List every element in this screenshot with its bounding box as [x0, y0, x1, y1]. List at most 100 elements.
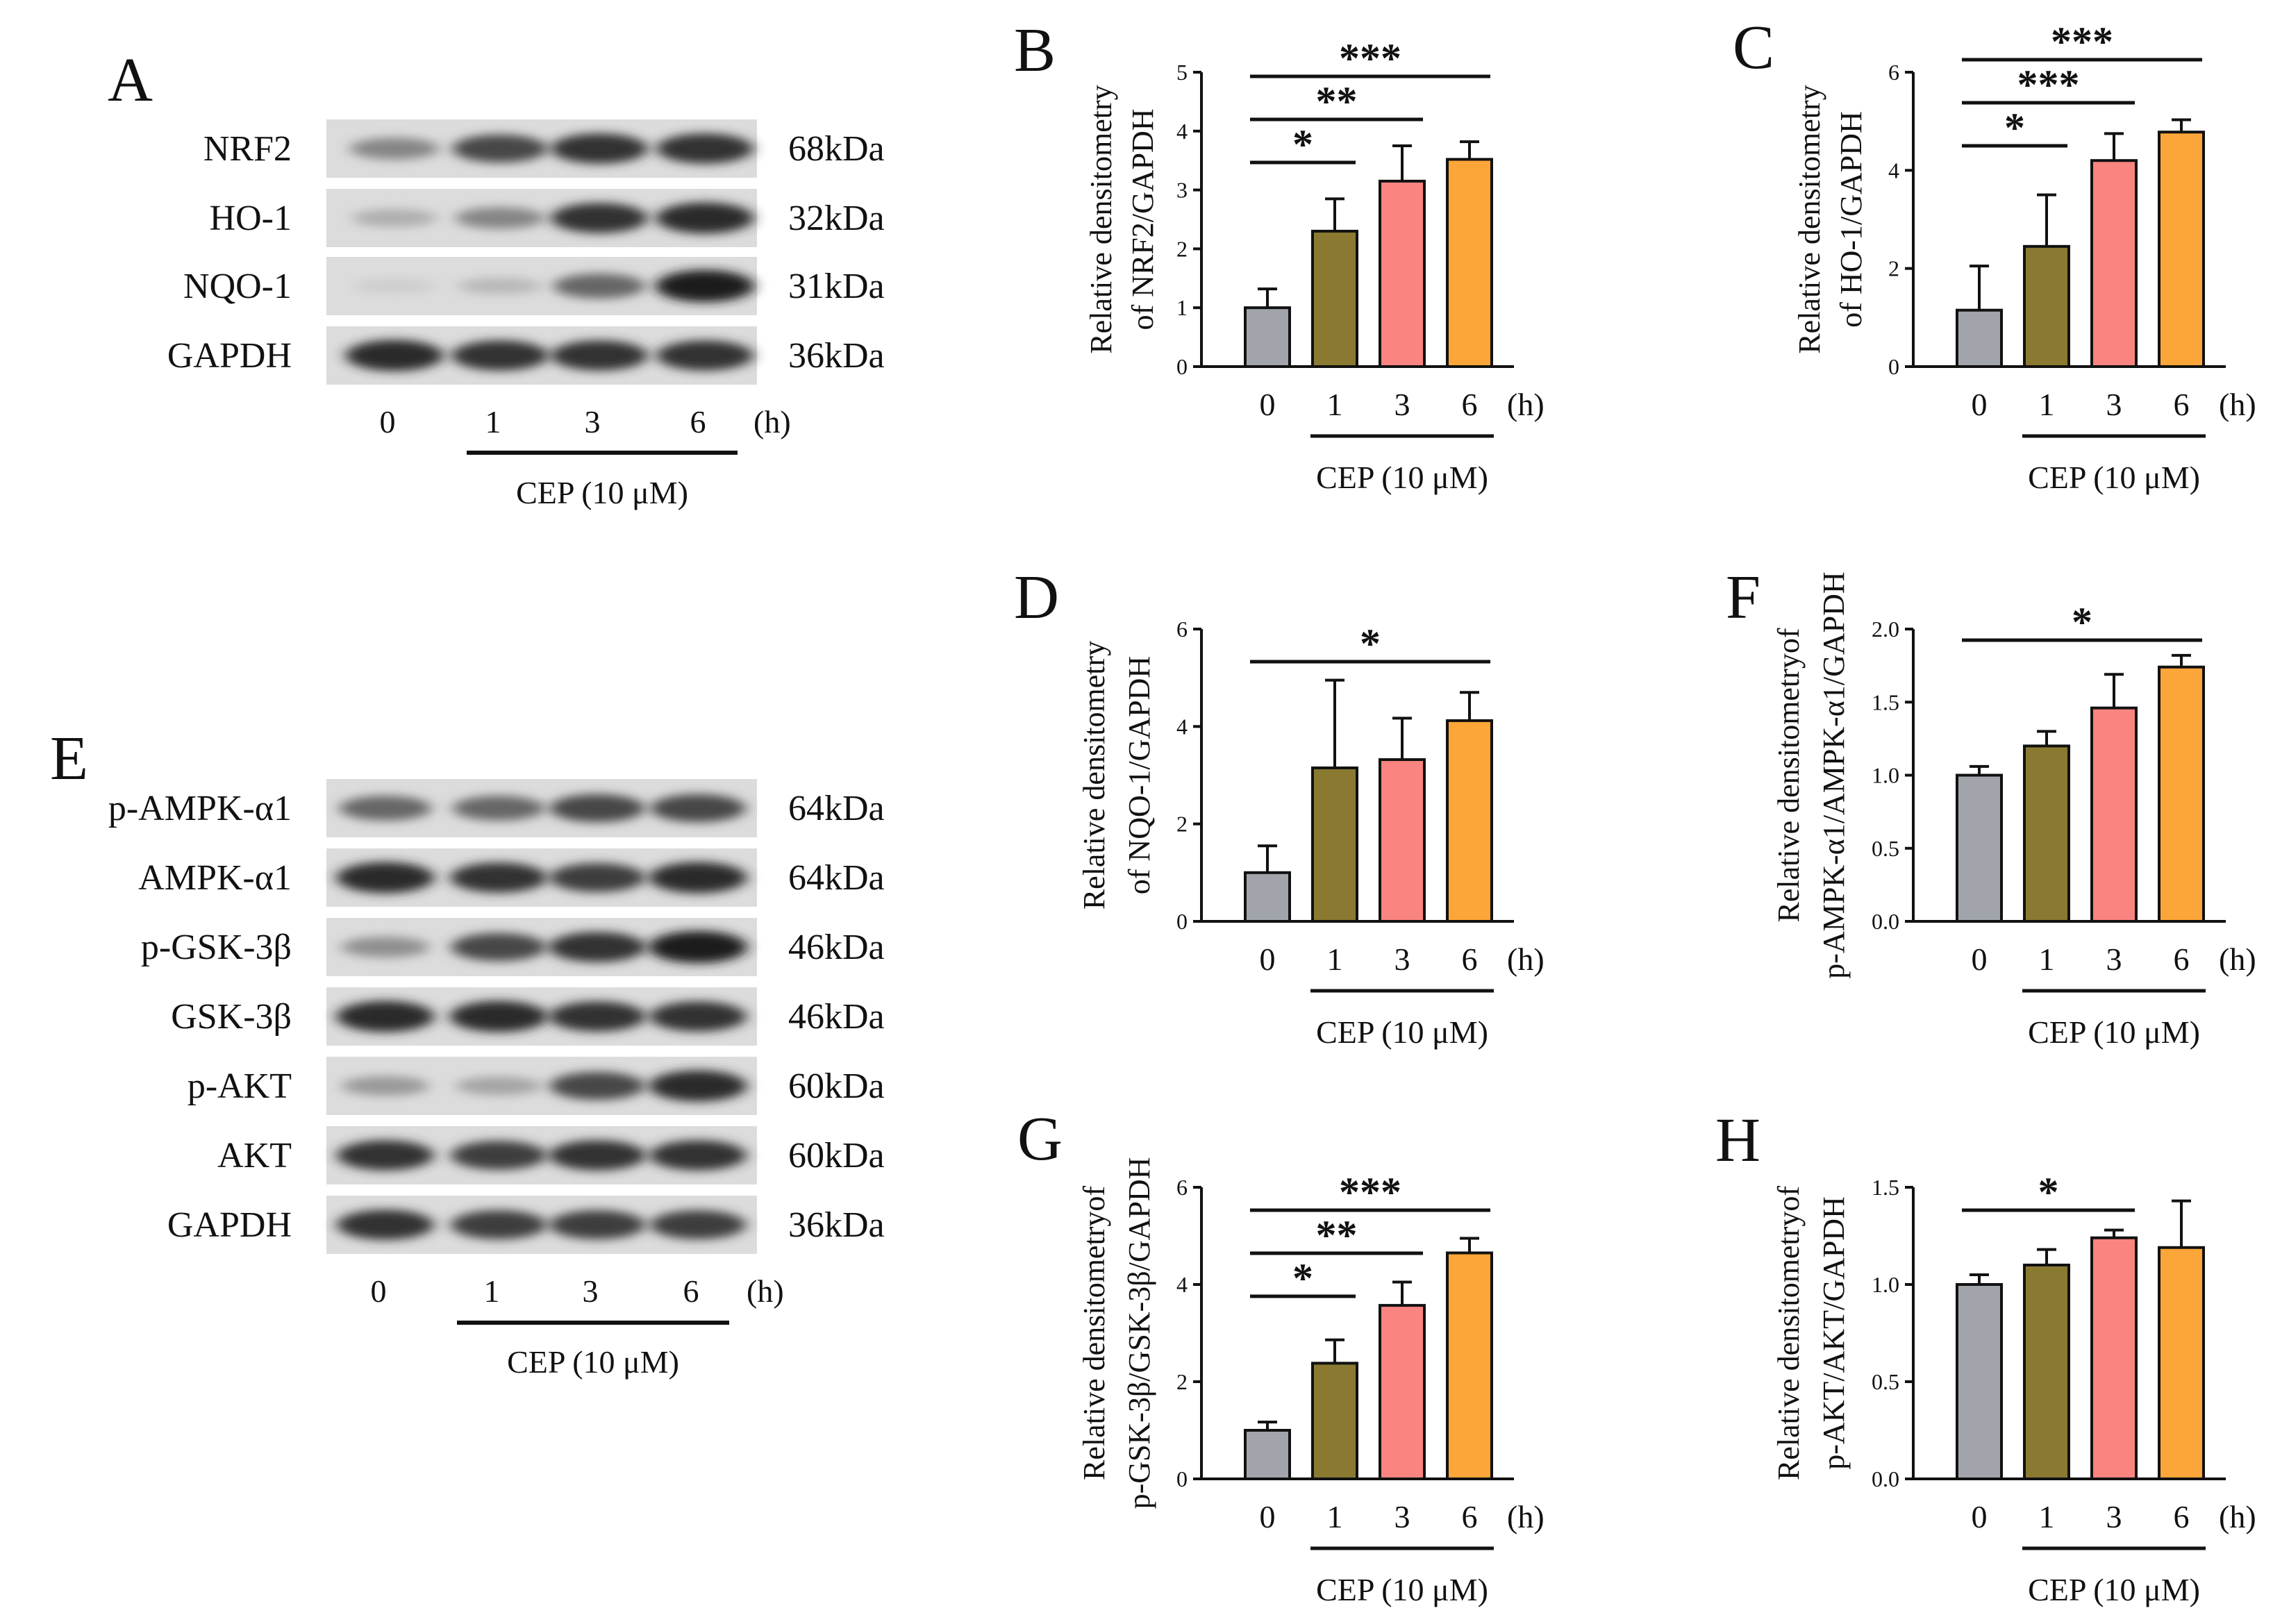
y-axis-label: of HO-1/GAPDH	[1834, 111, 1868, 328]
bar	[1956, 308, 2003, 369]
treatment-label: CEP (10 μM)	[2028, 1014, 2200, 1050]
blot-row-label: HO-1	[210, 199, 292, 238]
unit-label: (h)	[1507, 941, 1545, 977]
y-tick-label: 0.5	[1872, 836, 1899, 861]
unit-label: (h)	[2219, 941, 2256, 977]
y-tick-label: 0.5	[1872, 1369, 1899, 1394]
blot-band	[549, 1071, 645, 1100]
blot-kda-label: 60kDa	[788, 1136, 885, 1175]
blot-band	[342, 1075, 429, 1096]
bar	[1956, 773, 2003, 923]
bar	[2158, 1246, 2205, 1481]
x-tick-label: 1	[2039, 941, 2055, 977]
blot-band	[455, 207, 545, 229]
blot-band	[549, 863, 646, 892]
treatment-label: CEP (10 μM)	[1316, 460, 1488, 495]
blot-band	[549, 1140, 646, 1171]
bar-chart-B: B 0 1 2 3 4 5 Relative densitometry of NRF2/GAPD…	[1014, 16, 1545, 495]
panel-letter: C	[1733, 13, 1774, 82]
blot-row-label: p-GSK-3β	[141, 928, 292, 967]
y-tick-label: 1.0	[1872, 763, 1899, 788]
significance-label: *	[2072, 599, 2092, 645]
bar-chart-H: H 0.0 0.5 1.0 1.5 Relative densitometryof p-AK…	[1715, 1106, 2256, 1607]
bar	[1311, 1362, 1358, 1481]
blot-band	[655, 269, 755, 303]
lane-label: 3	[585, 404, 601, 440]
blot-kda-label: 32kDa	[788, 199, 885, 238]
blot-band	[450, 1210, 547, 1239]
blot-band	[458, 278, 542, 294]
treatment-label: CEP (10 μM)	[2028, 1572, 2200, 1607]
blot-band	[649, 1140, 747, 1171]
bar	[1244, 1429, 1291, 1480]
y-axis-label: of NRF2/GAPDH	[1126, 108, 1160, 330]
x-tick-label: 3	[1394, 941, 1410, 977]
bar	[1379, 179, 1426, 368]
blot-band	[353, 278, 436, 294]
blot-row-label: GAPDH	[167, 336, 292, 376]
treatment-label: CEP (10 μM)	[1316, 1572, 1488, 1607]
blot-row-label: p-AKT	[188, 1066, 292, 1106]
panel-letter: H	[1715, 1106, 1760, 1175]
bar-chart-C: C 0 2 4 6 Relative densitometry of HO-1/GAPDH 0…	[1733, 13, 2256, 495]
significance-label: *	[1360, 621, 1381, 667]
treatment-label: CEP (10 μM)	[2028, 460, 2200, 495]
panel-letter: E	[50, 724, 88, 793]
unit-label: (h)	[753, 404, 791, 440]
x-tick-label: 1	[1327, 941, 1343, 977]
blot-kda-label: 64kDa	[788, 789, 885, 828]
y-axis-label: Relative densitometry	[1077, 641, 1111, 910]
blot-band	[549, 1210, 646, 1239]
blot-band	[452, 134, 548, 163]
blot-band	[649, 1001, 747, 1032]
bar	[1311, 766, 1358, 923]
x-tick-label: 0	[1972, 1499, 1988, 1534]
blot-band	[648, 930, 748, 964]
y-axis-label: p-AKT/AKT/GAPDH	[1817, 1196, 1851, 1470]
y-tick-label: 4	[1176, 1272, 1188, 1297]
significance-label: ***	[2017, 62, 2080, 108]
blot-row-label: NQO-1	[183, 267, 292, 306]
blot-band	[345, 340, 444, 371]
x-tick-label: 0	[1972, 941, 1988, 977]
x-tick-label: 3	[2106, 387, 2122, 422]
y-axis-label: Relative densitometryof	[1772, 628, 1806, 922]
blot-row-label: AMPK-α1	[138, 858, 292, 898]
bar	[1244, 306, 1291, 369]
y-axis-label: Relative densitometry	[1084, 85, 1118, 353]
blot-band	[656, 133, 753, 164]
x-tick-label: 0	[1260, 387, 1276, 422]
significance-label: **	[1316, 78, 1358, 124]
y-tick-label: 4	[1176, 714, 1188, 739]
x-tick-label: 6	[1462, 387, 1478, 422]
y-tick-label: 4	[1176, 119, 1188, 144]
y-axis-label: Relative densitometryof	[1077, 1186, 1111, 1480]
x-tick-label: 3	[1394, 387, 1410, 422]
unit-label: (h)	[1507, 387, 1545, 422]
blot-row-label: GAPDH	[167, 1205, 292, 1245]
y-tick-label: 5	[1176, 60, 1188, 85]
blot-band	[650, 794, 746, 823]
unit-label: (h)	[747, 1273, 784, 1309]
lane-label: 1	[485, 404, 501, 440]
blot-panel-E: Ep-AMPK-α1 64kDa AMPK-α1 64kDa p-GSK-3β 46kDa…	[50, 724, 885, 1380]
blot-kda-label: 36kDa	[788, 1205, 885, 1245]
y-tick-label: 2	[1176, 1369, 1188, 1394]
blot-band	[551, 340, 648, 371]
blot-band	[452, 796, 545, 821]
bar-chart-F: F 0.0 0.5 1.0 1.5 2.0 Relative densitometryof p…	[1726, 563, 2256, 1050]
blot-kda-label: 46kDa	[788, 928, 885, 967]
bar	[2090, 1236, 2138, 1481]
y-tick-label: 2	[1176, 236, 1188, 261]
bar	[1379, 758, 1426, 923]
y-tick-label: 1.0	[1872, 1272, 1899, 1297]
blot-band	[336, 1001, 435, 1032]
x-tick-label: 6	[2174, 1499, 2190, 1534]
blot-row-label: p-AMPK-α1	[108, 789, 292, 828]
x-tick-label: 3	[2106, 941, 2122, 977]
y-tick-label: 0	[1176, 909, 1188, 934]
x-tick-label: 1	[1327, 1499, 1343, 1534]
y-axis-label: Relative densitometry	[1792, 85, 1826, 353]
blot-band	[656, 340, 753, 371]
